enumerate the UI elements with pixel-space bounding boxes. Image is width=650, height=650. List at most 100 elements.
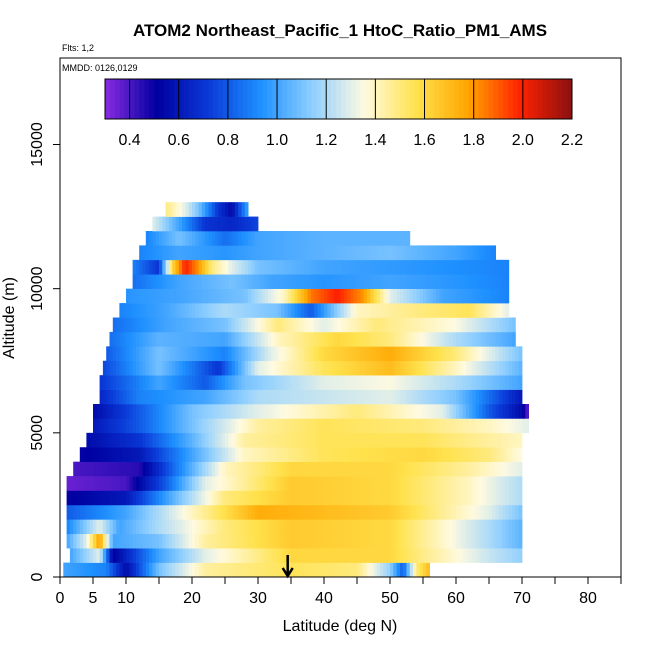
heatmap-cell	[231, 317, 236, 333]
heatmap-cell	[231, 288, 236, 304]
heatmap-cell	[238, 360, 242, 376]
heatmap-cell	[472, 519, 477, 535]
heatmap-cell	[192, 461, 196, 477]
heatmap-cell	[505, 288, 510, 304]
heatmap-cell	[165, 202, 170, 217]
heatmap-cell	[238, 447, 242, 462]
heatmap-cell	[159, 303, 163, 318]
heatmap-cell	[188, 303, 193, 318]
heatmap-cell	[159, 461, 163, 477]
heatmap-cell	[215, 533, 219, 549]
heatmap-cell	[287, 317, 292, 333]
heatmap-cell	[294, 375, 298, 390]
heatmap-cell	[449, 360, 454, 376]
heatmap-cell	[86, 476, 91, 491]
colorbar-swatch	[267, 79, 273, 119]
heatmap-cell	[248, 476, 252, 491]
heatmap-cell	[350, 418, 355, 434]
heatmap-cell	[317, 490, 322, 506]
heatmap-cell	[175, 288, 180, 304]
heatmap-cell	[106, 548, 110, 563]
heatmap-cell	[462, 504, 467, 520]
heatmap-cell	[310, 404, 315, 419]
heatmap-cell	[162, 418, 166, 434]
heatmap-cell	[525, 404, 529, 419]
heatmap-cell	[142, 519, 147, 535]
heatmap-cell	[294, 360, 298, 376]
heatmap-cell	[304, 303, 308, 318]
heatmap-cell	[192, 504, 196, 520]
heatmap-cell	[264, 231, 269, 246]
heatmap-cell	[211, 375, 216, 390]
heatmap-cell	[370, 317, 374, 333]
heatmap-cell	[390, 418, 394, 434]
heatmap-cell	[386, 375, 391, 390]
heatmap-cell	[93, 519, 97, 535]
heatmap-cell	[182, 519, 186, 535]
heatmap-cell	[449, 476, 454, 491]
heatmap-cell	[218, 216, 223, 232]
heatmap-cell	[251, 259, 256, 275]
heatmap-cell	[69, 533, 74, 549]
colorbar-swatch	[178, 79, 185, 119]
heatmap-cell	[142, 548, 147, 563]
heatmap-cell	[370, 548, 374, 563]
heatmap-cell	[126, 490, 130, 506]
heatmap-cell	[261, 317, 265, 333]
heatmap-cell	[244, 562, 249, 578]
heatmap-cell	[172, 461, 176, 477]
heatmap-cell	[83, 519, 87, 535]
heatmap-cell	[508, 404, 513, 419]
heatmap-cell	[314, 432, 318, 448]
heatmap-cell	[182, 288, 186, 304]
heatmap-cell	[403, 375, 407, 390]
heatmap-cell	[291, 519, 295, 535]
heatmap-cell	[159, 346, 163, 362]
heatmap-cell	[195, 432, 199, 448]
heatmap-cell	[324, 447, 328, 462]
heatmap-cell	[337, 490, 341, 506]
heatmap-cell	[294, 504, 298, 520]
heatmap-cell	[261, 548, 265, 563]
heatmap-cell	[79, 461, 84, 477]
heatmap-cell	[317, 519, 322, 535]
heatmap-cell	[489, 245, 493, 261]
heatmap-cell	[132, 331, 137, 347]
heatmap-cell	[442, 418, 447, 434]
heatmap-cell	[221, 476, 226, 491]
heatmap-cell	[155, 231, 160, 246]
heatmap-cell	[492, 504, 496, 520]
heatmap-cell	[185, 548, 190, 563]
heatmap-cell	[225, 231, 229, 246]
heatmap-cell	[324, 432, 328, 448]
heatmap-cell	[357, 519, 361, 535]
heatmap-cell	[248, 548, 252, 563]
heatmap-cell	[122, 346, 127, 362]
colorbar-swatch	[129, 79, 135, 119]
heatmap-cell	[182, 331, 186, 347]
heatmap-cell	[89, 519, 94, 535]
heatmap-cell	[333, 562, 338, 578]
heatmap-cell	[432, 447, 437, 462]
heatmap-cell	[419, 490, 424, 506]
heatmap-cell	[426, 317, 430, 333]
heatmap-cell	[479, 418, 483, 434]
heatmap-cell	[482, 346, 487, 362]
colorbar-swatch	[242, 79, 248, 119]
heatmap-cell	[208, 360, 213, 376]
heatmap-cell	[228, 533, 232, 549]
heatmap-cell	[383, 259, 388, 275]
heatmap-cell	[96, 504, 100, 520]
colorbar-swatch	[119, 79, 126, 119]
heatmap-cell	[456, 317, 460, 333]
heatmap-cell	[297, 418, 302, 434]
heatmap-cell	[159, 360, 163, 376]
heatmap-cell	[360, 331, 364, 347]
heatmap-cell	[337, 533, 341, 549]
heatmap-cell	[330, 519, 335, 535]
heatmap-cell	[327, 418, 331, 434]
heatmap-cell	[310, 490, 315, 506]
heatmap-cell	[208, 202, 213, 217]
heatmap-cell	[182, 216, 186, 232]
heatmap-cell	[192, 245, 196, 261]
